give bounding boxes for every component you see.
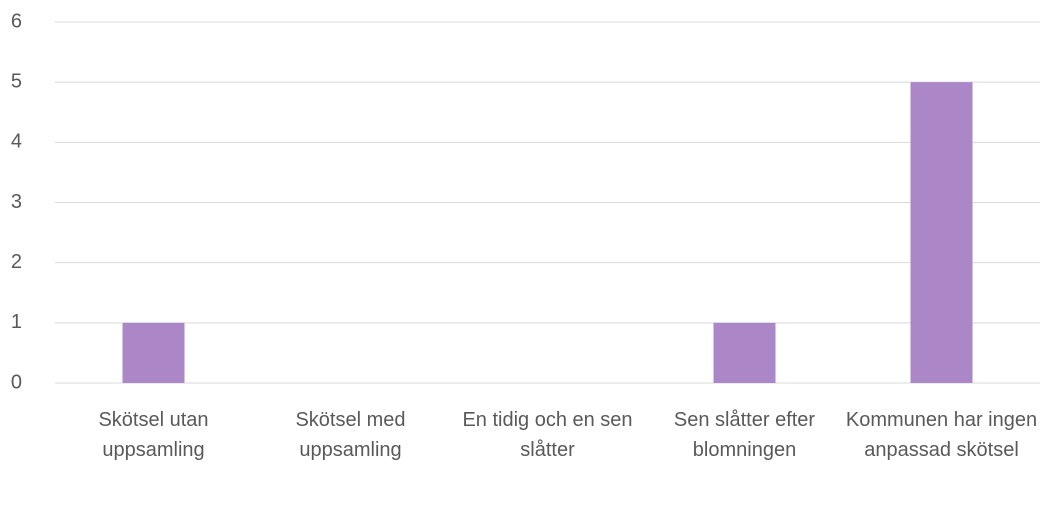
- y-tick-label: 2: [11, 251, 22, 273]
- bar: [910, 82, 973, 384]
- x-tick-label: En tidig och en sen slåtter: [462, 409, 633, 461]
- y-tick-label: 6: [11, 10, 22, 32]
- x-tick-label: Skötsel med uppsamling: [295, 409, 406, 461]
- bar: [713, 322, 776, 383]
- y-tick-label: 0: [11, 371, 22, 393]
- y-tick-label: 4: [11, 131, 22, 153]
- y-tick-label: 5: [11, 70, 22, 92]
- x-tick-label: Sen slåtter efter blomningen: [673, 409, 816, 461]
- y-tick-label: 1: [11, 311, 22, 333]
- bar: [122, 322, 185, 383]
- y-tick-label: 3: [11, 191, 22, 213]
- x-tick-label: Skötsel utan uppsamling: [98, 409, 209, 461]
- x-tick-label: Kommunen har ingen anpassad skötsel: [845, 409, 1038, 461]
